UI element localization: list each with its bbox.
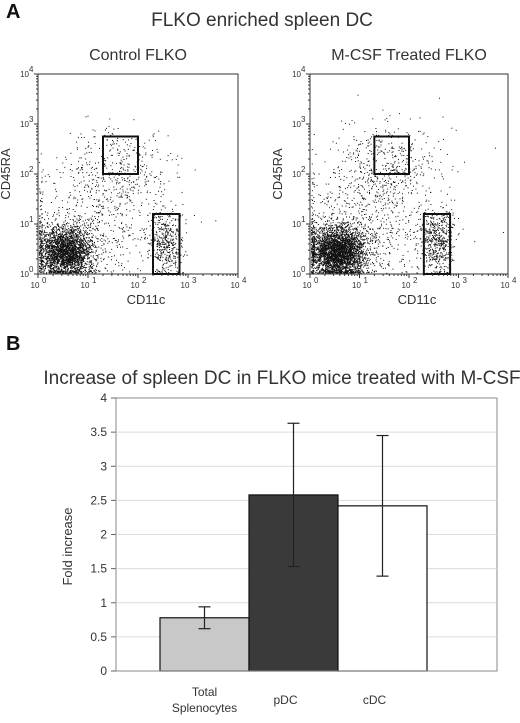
dot-cloud — [39, 115, 217, 274]
flow-plot-title: M-CSF Treated FLKO — [331, 47, 487, 64]
y-tick-label: 2 — [100, 528, 107, 542]
x-tick-label: 10 — [501, 281, 510, 290]
x-tick-exponent: 2 — [142, 276, 147, 285]
x-tick-exponent: 4 — [242, 276, 247, 285]
y-tick-exponent: 0 — [29, 265, 34, 274]
x-tick-label: 10 — [81, 281, 90, 290]
y-tick-label: 10 — [20, 120, 29, 129]
y-tick-label: 1.5 — [90, 562, 107, 576]
y-tick-label: 2.5 — [90, 493, 107, 507]
bar-chart: 0 0.5 1 1.5 2 2.5 3 3.5 4 Total Splenocytes pDC cDC F… — [60, 391, 498, 715]
x-tick-exponent: 1 — [92, 276, 97, 285]
flow-plot-title: Control FLKO — [89, 47, 187, 64]
y-axis-label: Fold increase — [60, 507, 75, 585]
x-tick-label: 10 — [131, 281, 140, 290]
y-tick-label: 4 — [100, 391, 107, 405]
gate-box — [422, 213, 452, 275]
y-tick-label: 10 — [292, 120, 301, 129]
y-tick-label: 0.5 — [90, 630, 107, 644]
x-tick-exponent: 3 — [463, 276, 468, 285]
y-tick-label: 0 — [100, 664, 107, 678]
y-tick-exponent: 4 — [301, 65, 306, 74]
y-tick-exponent: 1 — [301, 215, 306, 224]
y-tick-label: 10 — [292, 220, 301, 229]
gate-box — [373, 135, 411, 175]
y-tick-exponent: 3 — [29, 115, 34, 124]
x-axis-label: CD11c — [398, 292, 437, 307]
y-tick-label: 10 — [20, 70, 29, 79]
x-tick-exponent: 1 — [364, 276, 369, 285]
dot-cloud — [311, 94, 504, 274]
y-tick-label: 10 — [20, 270, 29, 279]
y-tick-label: 10 — [20, 220, 29, 229]
x-tick-exponent: 3 — [192, 276, 197, 285]
y-tick-label: 3 — [100, 459, 107, 473]
y-tick-label: 10 — [292, 70, 301, 79]
y-tick-exponent: 2 — [301, 165, 306, 174]
gate-box — [102, 135, 139, 175]
bar-chart-title: Increase of spleen DC in FLKO mice treat… — [43, 368, 520, 389]
y-tick-label: 10 — [292, 170, 301, 179]
gate-box — [152, 213, 181, 275]
x-tick-label: 10 — [402, 281, 411, 290]
x-axis-label: CD11c — [127, 292, 166, 307]
x-category-label: pDC — [273, 693, 297, 707]
y-tick-exponent: 3 — [301, 115, 306, 124]
x-tick-label: 10 — [303, 281, 312, 290]
y-tick-exponent: 0 — [301, 265, 306, 274]
x-tick-exponent: 0 — [42, 276, 47, 285]
panel-b-label: B — [6, 333, 20, 355]
x-tick-label: 10 — [31, 281, 40, 290]
panel-a-title: FLKO enriched spleen DC — [151, 10, 373, 31]
x-tick-exponent: 2 — [413, 276, 418, 285]
y-axis-label: CD45RA — [270, 148, 285, 200]
x-category-label: cDC — [363, 693, 387, 707]
y-tick-label: 10 — [20, 170, 29, 179]
y-tick-exponent: 4 — [29, 65, 34, 74]
x-tick-label: 10 — [181, 281, 190, 290]
x-tick-exponent: 4 — [512, 276, 517, 285]
flow-plot-control: Control FLKO1001001011011021021031031041… — [0, 47, 247, 307]
x-tick-label: 10 — [451, 281, 460, 290]
x-category-label: Total Splenocytes — [172, 685, 237, 715]
y-tick-exponent: 2 — [29, 165, 34, 174]
x-tick-exponent: 0 — [314, 276, 319, 285]
x-tick-label: 10 — [352, 281, 361, 290]
y-tick-exponent: 1 — [29, 215, 34, 224]
y-tick-label: 3.5 — [90, 425, 107, 439]
y-tick-label: 10 — [292, 270, 301, 279]
flow-plot-mcsf: M-CSF Treated FLKO1001001011011021021031… — [270, 47, 517, 307]
panel-a-label: A — [6, 1, 20, 23]
x-tick-label: 10 — [231, 281, 240, 290]
y-axis-label: CD45RA — [0, 148, 13, 200]
y-tick-label: 1 — [100, 596, 107, 610]
